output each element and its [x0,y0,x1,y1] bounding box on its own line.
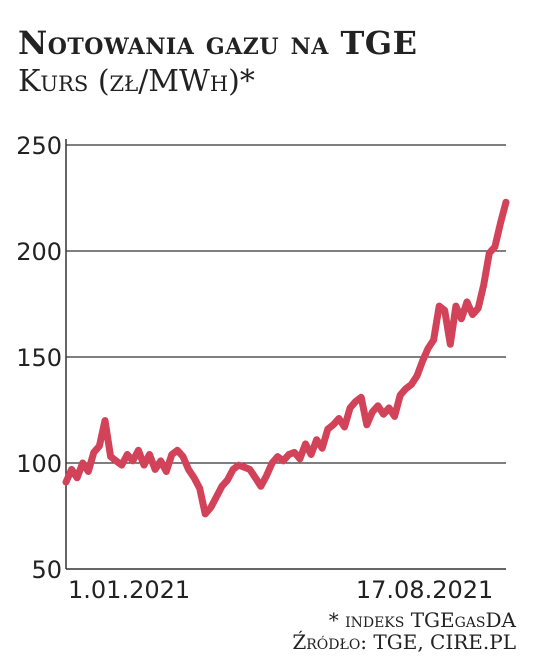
data-point [120,463,124,467]
x-tick-labels: 1.01.2021 17.08.2021 [68,576,493,604]
series-line [62,198,510,518]
data-point [482,283,486,287]
data-point [170,453,174,456]
series-layer [62,198,510,518]
data-point [421,359,424,363]
x-tick-label: 1.01.2021 [68,576,190,604]
data-point [437,304,441,308]
data-point [454,304,458,308]
data-point [443,308,447,312]
data-point [382,412,385,416]
data-point [114,459,118,463]
source-note: Źródło: TGE, CIRE.PL [292,630,516,654]
data-point [315,438,319,442]
y-tick-label: 150 [16,344,62,372]
axes [65,139,506,570]
data-point [237,463,241,467]
data-point [97,444,101,448]
data-point [153,467,157,471]
y-tick-label: 200 [16,238,62,266]
data-point [354,400,358,403]
data-point [181,455,185,459]
data-point [320,446,324,450]
data-point [493,245,497,249]
data-point [298,457,302,461]
data-point [304,442,307,446]
y-tick-label: 250 [16,132,62,160]
data-point [159,459,163,463]
data-point [103,419,107,423]
x-tick-label: 17.08.2021 [356,576,493,604]
source-text: Źródło: TGE, CIRE.PL [292,630,516,654]
data-point [175,448,179,452]
data-point [92,450,96,454]
data-point [265,474,268,478]
data-point [432,338,436,342]
y-tick-label: 50 [31,556,62,584]
data-point [248,467,252,471]
data-point [487,251,491,255]
data-point [415,374,419,378]
data-point [86,470,90,473]
data-point [426,347,430,350]
data-point [270,461,274,465]
data-point [448,342,452,346]
data-point [253,476,257,480]
y-tick-label: 100 [16,450,62,478]
data-point [370,410,374,414]
data-point [209,506,213,509]
data-point [376,404,380,408]
data-point [471,313,475,317]
data-point [476,306,480,310]
data-point [259,484,263,488]
data-point [348,406,352,410]
data-point [75,476,79,480]
data-point [203,512,207,516]
footnote-text: * indeks TGEgasDA [328,608,516,632]
data-point [292,450,296,454]
data-point [136,448,140,452]
data-point [242,465,246,469]
data-point [393,414,397,418]
data-point [498,221,502,225]
data-point [164,470,168,473]
data-point [365,423,369,427]
data-point [125,453,129,456]
data-point [326,427,330,431]
y-tick-labels: 250 200 150 100 50 [16,132,62,584]
data-point [404,387,408,391]
data-point [214,495,218,499]
data-point [148,453,151,456]
data-point [142,463,146,467]
data-point [226,478,229,482]
data-point [131,459,135,463]
data-point [398,393,402,397]
data-point [504,200,508,204]
footnote: * indeks TGEgasDA [329,608,516,632]
chart-subtitle: Kurs (zł/MWh)* [18,64,255,99]
data-point [409,383,413,387]
data-point [198,486,202,490]
data-point [187,467,190,471]
data-point [359,395,363,399]
data-point [337,417,341,420]
data-point [343,425,346,429]
data-point [331,423,335,427]
data-point [109,455,113,459]
data-point [220,484,224,488]
data-point [465,300,469,304]
data-point [81,461,85,465]
data-point [192,476,196,480]
data-point [387,406,391,410]
chart-title: Notowania gazu na TGE [18,24,418,62]
data-point [64,480,68,484]
data-point [231,467,235,471]
data-point [276,455,280,459]
data-point [309,453,313,456]
data-point [459,317,463,321]
data-point [70,467,74,471]
data-point [281,459,285,463]
data-point [287,453,291,456]
